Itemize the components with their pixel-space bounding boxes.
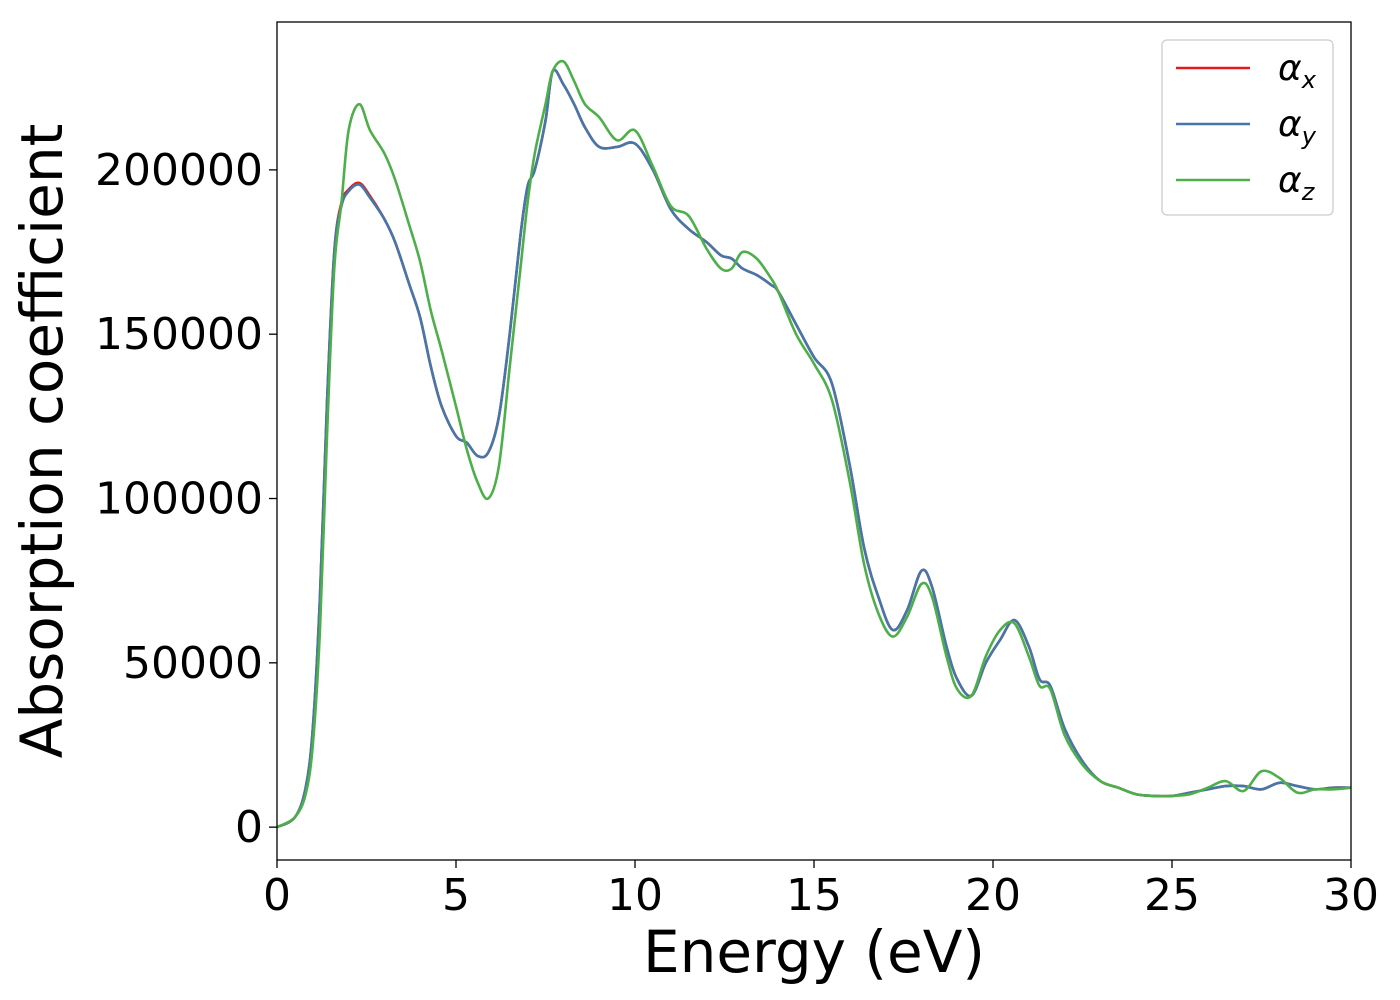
y-axis-title: Absorption coefficient [8,124,76,759]
x-axis-ticks: 0 5 10 15 20 25 30 [263,860,1379,921]
legend-box [1161,39,1334,216]
y-tick-label: 50000 [123,638,263,689]
x-tick-label: 10 [607,870,663,921]
x-tick-label: 5 [442,870,470,921]
legend-label-y: αy [1278,104,1317,150]
legend-label-x: αx [1278,48,1317,94]
x-tick-label: 20 [965,870,1021,921]
y-tick-label: 200000 [95,145,263,196]
x-tick-label: 15 [786,870,842,921]
y-tick-label: 150000 [95,309,263,360]
legend: αx αy αz [1161,39,1334,216]
y-tick-label: 0 [235,802,263,853]
series-line-z [276,59,1352,829]
x-axis-title: Energy (eV) [643,918,985,986]
series-layer [276,59,1352,829]
x-tick-label: 0 [263,870,291,921]
legend-label-z: αz [1278,160,1316,206]
x-tick-label: 25 [1144,870,1200,921]
x-tick-label: 30 [1323,870,1379,921]
y-axis-ticks: 0 50000 100000 150000 200000 [95,145,277,853]
y-tick-label: 100000 [95,474,263,525]
